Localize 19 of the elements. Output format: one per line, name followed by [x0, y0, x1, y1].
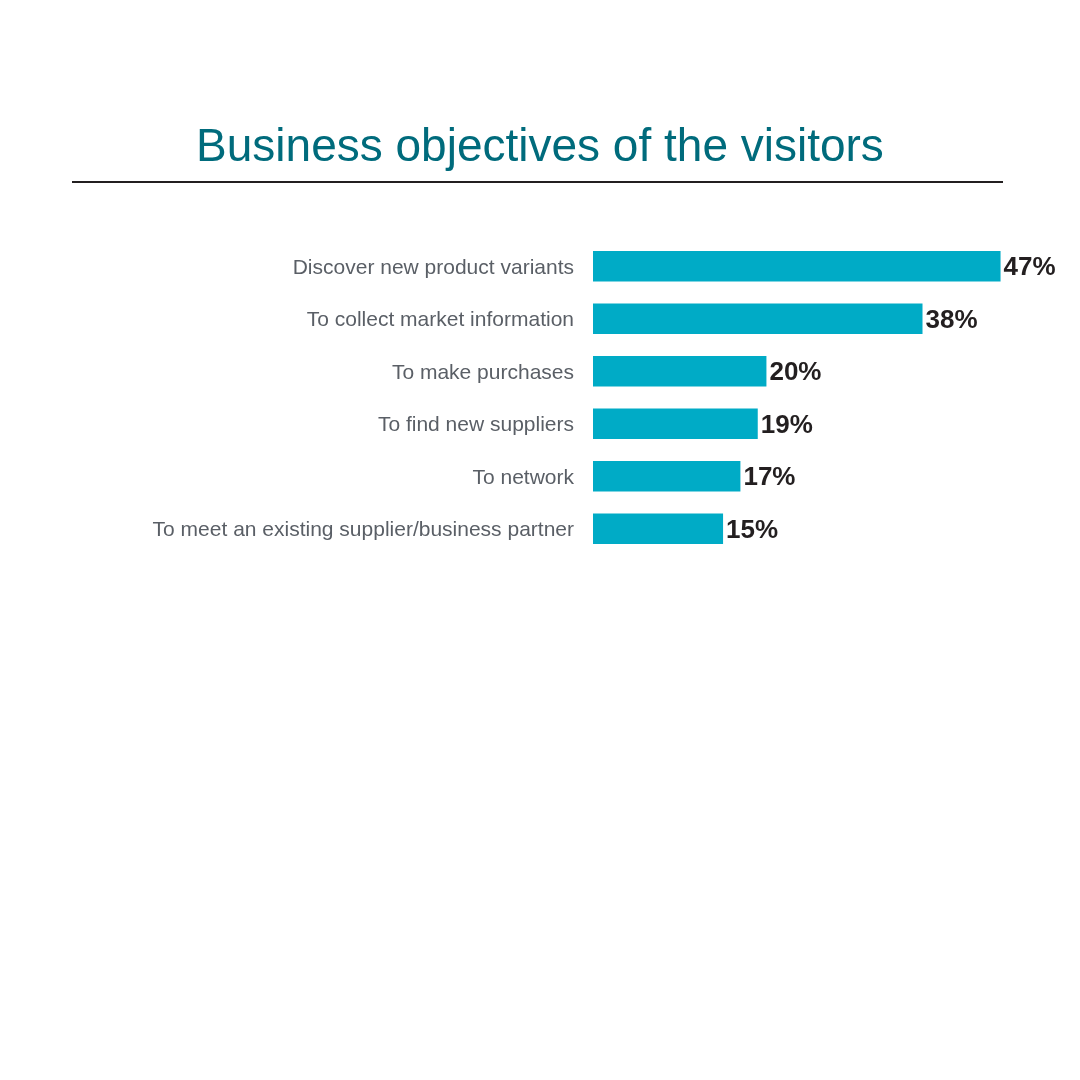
data-label: 17% — [743, 461, 796, 492]
y-tick-label: Discover new product variants — [292, 254, 574, 278]
y-tick-label: To find new suppliers — [377, 412, 574, 436]
bar — [593, 461, 741, 492]
bar — [593, 513, 724, 544]
bar — [593, 251, 1001, 282]
bar — [593, 408, 758, 439]
y-tick-label: To network — [472, 464, 575, 488]
data-label: 47% — [1003, 251, 1056, 282]
data-label: 20% — [769, 356, 822, 387]
bar — [593, 303, 923, 334]
data-label: 15% — [726, 513, 779, 544]
y-tick-label: To make purchases — [391, 359, 574, 383]
data-label: 38% — [925, 303, 978, 334]
y-tick-label: To collect market information — [306, 307, 574, 331]
y-tick-label: To meet an existing supplier/business partner — [152, 517, 574, 541]
bar — [593, 356, 767, 387]
chart-title: Business objectives of the visitors — [196, 119, 884, 172]
data-label: 19% — [760, 408, 813, 439]
